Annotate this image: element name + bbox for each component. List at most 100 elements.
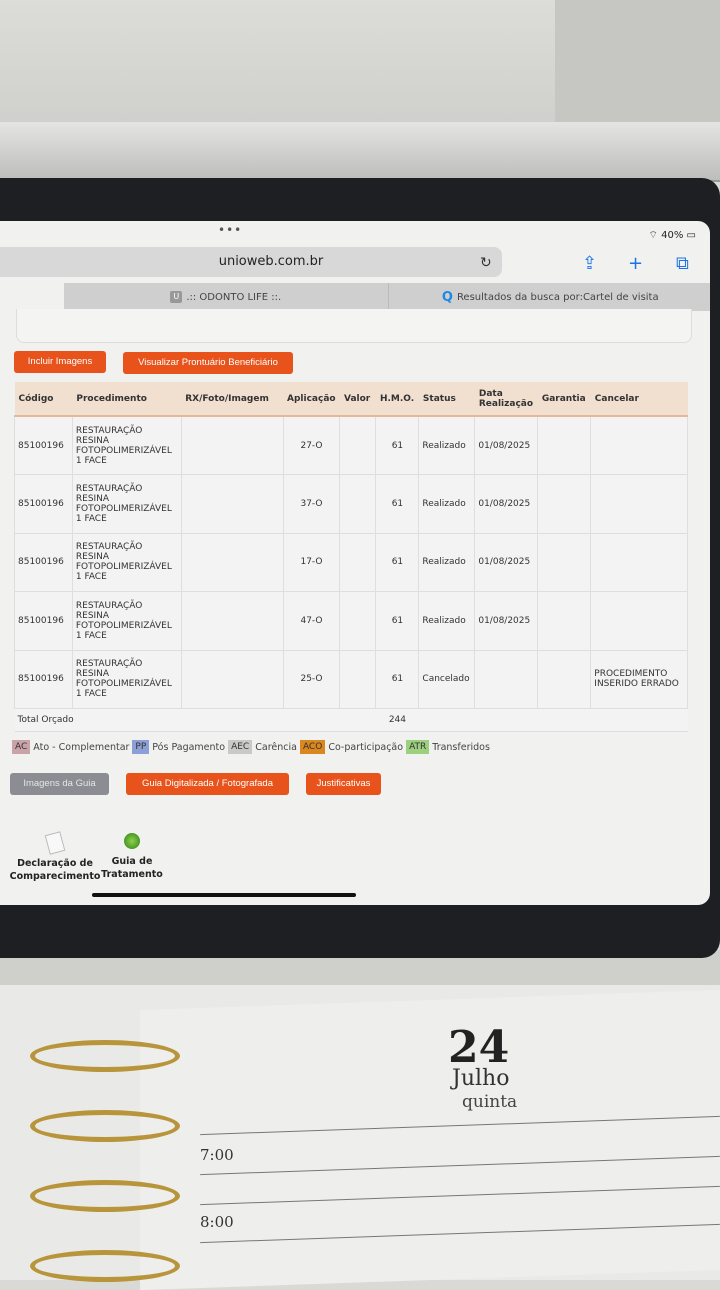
legend-swatch: AC [12,740,31,754]
treatment-guide-link[interactable]: Guia de Tratamento [100,833,164,881]
planner-time: 7:00 [200,1146,234,1164]
legend-label: Pós Pagamento [152,741,226,753]
justifications-button[interactable]: Justificativas [306,773,381,795]
cell-garantia [537,591,592,651]
cell-data: 01/08/2025 [474,591,539,651]
wall-shadow [555,0,720,130]
cell-data: 01/08/2025 [474,474,539,534]
planner-ring [30,1180,180,1212]
cell-codigo: 85100196 [14,591,73,651]
cell-valor [339,649,377,709]
browser-tabs: U.:: ODONTO LIFE ::. Q Resultados da busc… [64,283,710,311]
tabs-overview-icon[interactable]: ⧉ [676,253,689,274]
tab-label: .:: ODONTO LIFE ::. [186,291,282,303]
column-header: Garantia [537,382,591,417]
planner-ring [30,1040,180,1072]
cell-status: Realizado [418,474,476,534]
cell-garantia [537,649,592,709]
planner-month: Julho [452,1066,510,1091]
column-header: Data Realização [474,382,538,417]
tab-search-results[interactable]: Q Resultados da busca por:Cartel de visit… [387,283,711,311]
cell-valor [339,415,377,475]
view-record-button[interactable]: Visualizar Prontuário Beneficiário [123,352,293,374]
home-indicator[interactable] [92,893,356,897]
cell-garantia [537,415,592,475]
cell-valor [339,474,377,534]
cell-hmo: 61 [375,474,420,534]
cell-rx [180,415,284,475]
document-icon [44,831,66,855]
legend: AC Ato - Complementar PP Pós Pagamento AEC Ca… [12,740,490,754]
cell-aplicacao: 17-O [282,532,341,592]
planner-ring [30,1110,180,1142]
cell-status: Realizado [418,532,476,592]
cell-procedimento: RESTAURAÇÃO RESINA FOTOPOLIMERIZÁVEL 1 F… [71,415,182,475]
cell-garantia [537,532,592,592]
address-bar[interactable]: unioweb.com.br [0,247,502,277]
total-value: 244 [375,708,419,732]
tab-odonto-life[interactable]: U.:: ODONTO LIFE ::. [64,283,388,311]
attendance-declaration-link[interactable]: Declaração de Comparecimento [8,831,102,883]
share-icon[interactable]: ⇪ [582,253,598,274]
cell-hmo: 61 [375,415,420,475]
cell-codigo: 85100196 [14,532,73,592]
status-bar: ⌔ 40% ▭ [649,229,696,242]
legend-swatch: ACO [299,740,326,754]
cell-data: 01/08/2025 [474,415,539,475]
cell-rx [180,474,284,534]
reload-icon[interactable]: ↻ [480,255,492,271]
legend-swatch: PP [132,740,150,754]
column-header: Cancelar [590,382,688,417]
doc-label: Guia de Tratamento [101,856,163,880]
search-icon: Q [441,289,453,305]
cell-codigo: 85100196 [14,474,73,534]
total-label: Total Orçado [14,708,376,732]
cell-rx [180,591,284,651]
table-row: 85100196 RESTAURAÇÃO RESINA FOTOPOLIMERIZ… [14,474,688,534]
legend-label: Co-participação [328,741,404,753]
new-tab-icon[interactable]: + [628,253,644,274]
cell-valor [339,532,377,592]
cell-aplicacao: 37-O [282,474,341,534]
cell-status: Cancelado [418,649,476,709]
cell-garantia [537,474,592,534]
cell-aplicacao: 47-O [282,591,341,651]
tab-label: Resultados da busca por:Cartel de visita [456,291,659,303]
cell-cancelar[interactable] [590,474,688,534]
total-filler [418,708,688,732]
column-header: Aplicação [283,382,340,417]
table-row: 85100196 RESTAURAÇÃO RESINA FOTOPOLIMERIZ… [14,649,688,709]
include-images-button[interactable]: Incluir Imagens [14,351,106,373]
cell-procedimento: RESTAURAÇÃO RESINA FOTOPOLIMERIZÁVEL 1 F… [71,649,182,709]
cell-rx [180,649,284,709]
battery-level: 40% [661,230,684,241]
planner-day: 24 [448,1022,510,1073]
cell-codigo: 85100196 [14,649,73,709]
multitasking-dots[interactable]: ••• [218,223,243,237]
cell-hmo: 61 [375,532,420,592]
table-row: 85100196 RESTAURAÇÃO RESINA FOTOPOLIMERIZ… [14,591,688,651]
planner-weekday: quinta [462,1092,518,1112]
cell-data: 01/08/2025 [474,532,539,592]
battery-icon: ▭ [686,230,696,241]
legend-label: Ato - Complementar [33,741,130,753]
legend-swatch: ATR [406,740,430,754]
doc-label: Declaração de Comparecimento [9,858,101,882]
cell-data [474,649,539,709]
cell-cancelar[interactable] [590,532,688,592]
column-header: Procedimento [72,382,182,417]
table-row: 85100196 RESTAURAÇÃO RESINA FOTOPOLIMERIZ… [14,532,688,592]
cell-procedimento: RESTAURAÇÃO RESINA FOTOPOLIMERIZÁVEL 1 F… [71,591,182,651]
cell-cancelar[interactable]: PROCEDIMENTO INSERIDO ERRADO [590,649,688,709]
column-header: Valor [339,382,376,417]
cell-hmo: 61 [375,591,420,651]
cell-cancelar[interactable] [590,415,688,475]
cell-procedimento: RESTAURAÇÃO RESINA FOTOPOLIMERIZÁVEL 1 F… [71,532,182,592]
guide-images-button[interactable]: Imagens da Guia [10,773,109,795]
cell-cancelar[interactable] [590,591,688,651]
favicon: U [170,291,183,303]
wifi-icon: ⌔ [648,230,658,241]
tablet-case [0,122,720,182]
globe-document-icon [124,833,140,849]
scanned-guide-button[interactable]: Guia Digitalizada / Fotografada [126,773,289,795]
